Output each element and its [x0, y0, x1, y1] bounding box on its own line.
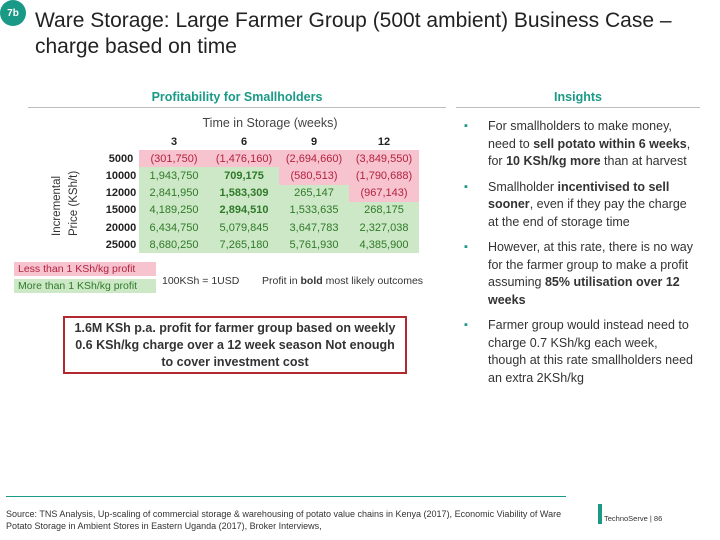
table-cell: 4,385,900 [349, 236, 419, 254]
insight-text: , even if they pay the charge at the end… [488, 197, 687, 229]
table-cell: (3,849,550) [349, 150, 419, 168]
table-cell: 268,175 [349, 201, 419, 219]
table-cell: 265,147 [279, 184, 349, 202]
source-note: Source: TNS Analysis, Up-scaling of comm… [6, 509, 562, 531]
profit-callout: 1.6M KSh p.a. profit for farmer group ba… [63, 316, 407, 374]
insight-item: ▪ For smallholders to make money, need to… [464, 118, 698, 171]
table-cell: 6,434,750 [139, 218, 209, 237]
row-header-price: 25000 [105, 238, 137, 251]
insight-text: However, at this rate, there is no way f… [488, 240, 693, 289]
row-header-price: 5000 [108, 152, 134, 165]
table-cell: 8,680,250 [139, 236, 209, 254]
row-header-price: 15000 [105, 204, 137, 217]
table-header-row: 3 6 9 12 [103, 133, 419, 150]
table-row: 10000 1,943,750 709,175 (580,513) (1,790,688… [103, 167, 419, 185]
slide-title: Ware Storage: Large Farmer Group (500t a… [35, 9, 672, 58]
table-cell: 709,175 [209, 167, 279, 185]
profit-bold-note: Profit in bold most likely outcomes [262, 275, 423, 287]
column-header-week: 3 [170, 135, 178, 148]
profit-legend: Less than 1 KSh/kg profit More than 1 KS… [14, 262, 156, 293]
column-header-week: 9 [310, 135, 318, 148]
insight-emphasis: 85% utilisation over 12 weeks [488, 275, 680, 307]
insight-item: ▪ Smallholder incentivised to sell sooner… [464, 179, 698, 232]
insight-text: Smallholder [488, 179, 558, 194]
insights-list: ▪ For smallholders to make money, need to… [464, 118, 698, 395]
y-axis-label-line2: Price (KSh/t) [68, 170, 80, 236]
table-cell: 1,583,309 [209, 184, 279, 202]
bullet-icon: ▪ [464, 180, 468, 193]
column-header-week: 6 [240, 135, 248, 148]
insight-text: For smallholders to make money, need to [488, 119, 672, 151]
legend-negative: Less than 1 KSh/kg profit [14, 262, 156, 276]
row-header-price: 10000 [105, 169, 137, 182]
insight-text: Farmer group would instead need to charg… [488, 318, 693, 385]
table-row: 12000 2,841,950 1,583,309 265,147 (967,143) [103, 184, 419, 202]
table-cell: (580,513) [279, 167, 349, 185]
insights-divider [456, 107, 700, 108]
table-cell: 4,189,250 [139, 201, 209, 219]
table-cell: (1,476,160) [209, 150, 279, 168]
profitability-divider [28, 107, 446, 108]
insight-text: than at harvest [600, 154, 687, 168]
table-cell: 3,647,783 [279, 218, 349, 237]
profitability-heading: Profitability for Smallholders [151, 90, 323, 104]
insight-item: ▪ However, at this rate, there is no way … [464, 239, 698, 309]
table-corner [103, 133, 139, 150]
footer-accent-bar [598, 504, 602, 524]
profit-note-prefix: Profit in [262, 275, 301, 287]
row-header-price: 20000 [105, 221, 137, 234]
insight-emphasis: incentivised to sell sooner [488, 179, 670, 212]
profit-note-bold: bold [300, 275, 323, 287]
table-cell: (1,790,688) [349, 167, 419, 185]
insights-heading: Insights [554, 90, 602, 104]
exchange-rate-note: 100KSh = 1USD [162, 275, 240, 287]
insight-emphasis: sell potato within 6 weeks [533, 136, 687, 151]
bullet-icon: ▪ [464, 319, 468, 331]
table-cell: 5,079,845 [209, 218, 279, 237]
profit-table: 3 6 9 12 5000 (301,750) (1,476,160) (2,694,660)… [103, 133, 419, 254]
time-axis-label: Time in Storage (weeks) [202, 116, 338, 130]
table-cell: 5,761,930 [279, 236, 349, 254]
insight-emphasis: 10 KSh/kg more [506, 154, 601, 168]
column-header-week: 12 [377, 135, 391, 148]
bullet-icon: ▪ [464, 120, 468, 132]
table-cell: (2,694,660) [279, 150, 349, 168]
table-cell: 7,265,180 [209, 236, 279, 254]
y-axis-label-line1: Incremental [51, 175, 63, 236]
table-cell: (967,143) [349, 184, 419, 202]
profit-note-suffix: most likely outcomes [322, 275, 424, 287]
row-header-price: 12000 [105, 187, 137, 200]
bullet-icon: ▪ [464, 241, 468, 253]
source-divider [6, 496, 566, 497]
table-cell: 2,894,510 [209, 201, 279, 219]
table-cell: 2,327,038 [349, 218, 419, 237]
table-row: 5000 (301,750) (1,476,160) (2,694,660) (3,84… [103, 150, 419, 168]
insight-text: , for [488, 136, 691, 169]
legend-positive: More than 1 KSh/kg profit [14, 279, 156, 293]
table-cell: 1,533,635 [279, 201, 349, 219]
table-cell: 1,943,750 [139, 167, 209, 185]
insight-item: ▪ Farmer group would instead need to char… [464, 317, 698, 387]
table-cell: (301,750) [139, 150, 209, 168]
footer-brand: TechnoServe | 86 [604, 514, 663, 523]
table-row: 25000 8,680,250 7,265,180 5,761,930 4,385,90… [103, 236, 419, 254]
table-row: 20000 6,434,750 5,079,845 3,647,783 2,327,03… [103, 218, 419, 237]
table-cell: 2,841,950 [139, 184, 209, 202]
table-row: 15000 4,189,250 2,894,510 1,533,635 268,175 [103, 201, 419, 219]
slide-number-badge: 7b [0, 0, 26, 26]
